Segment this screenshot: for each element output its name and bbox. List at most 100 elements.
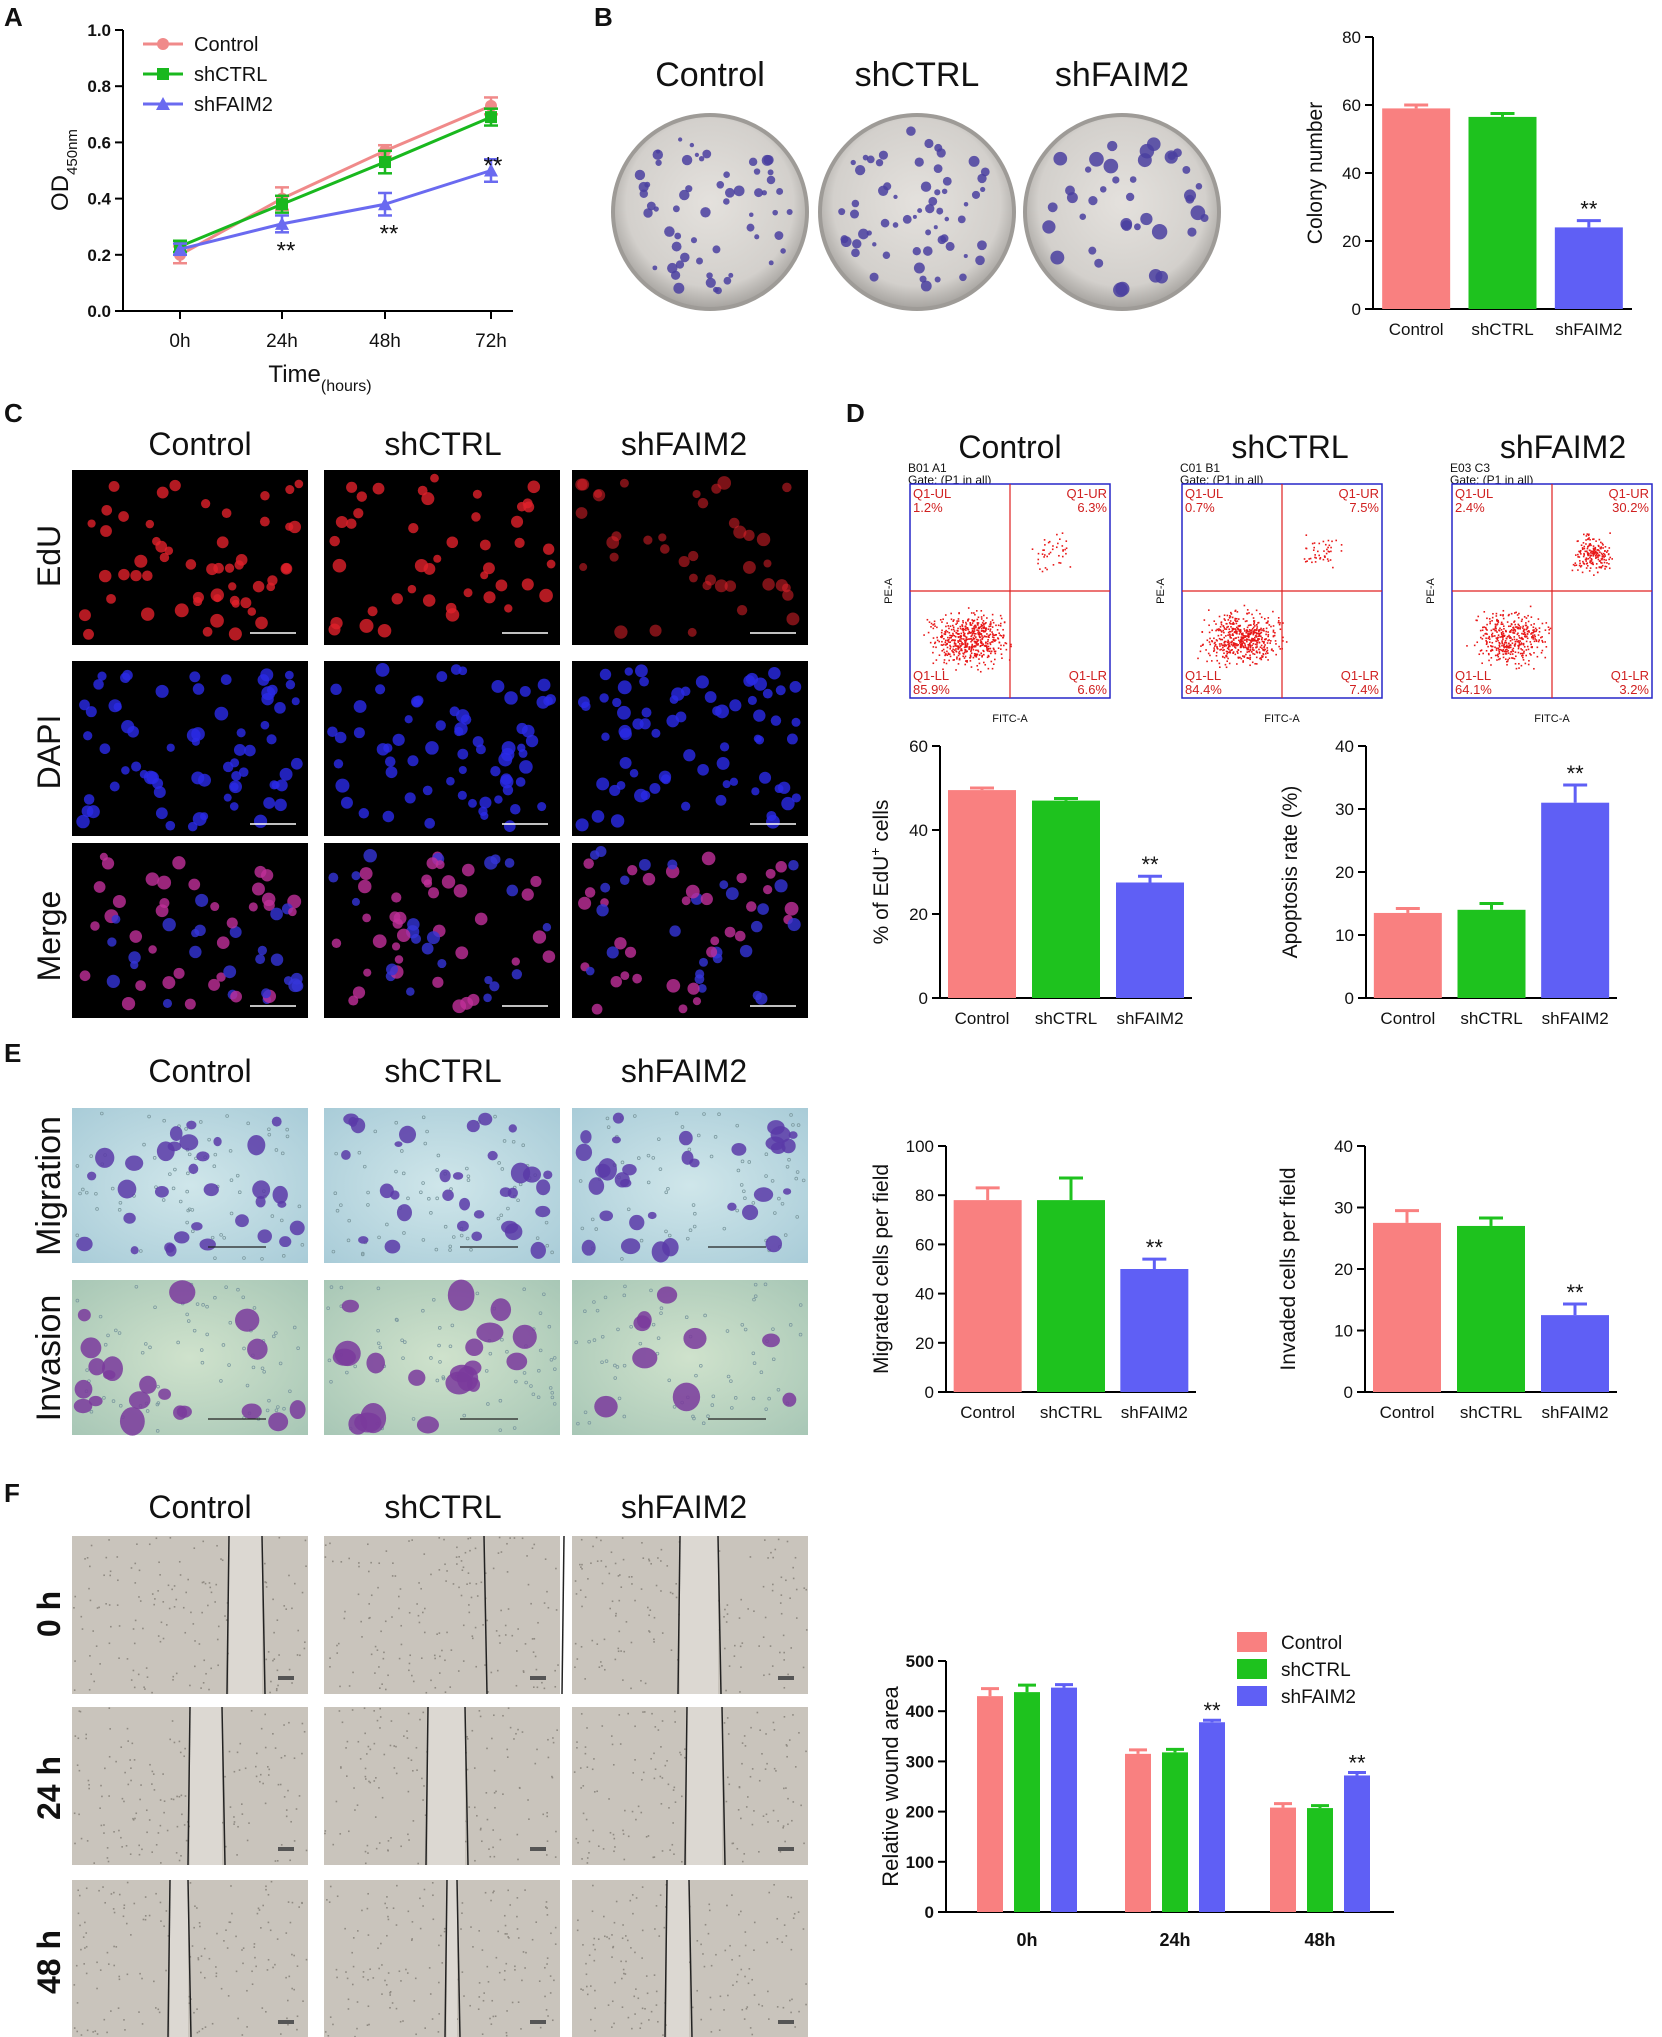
colony: [849, 209, 860, 219]
pore: [394, 1120, 399, 1125]
cell-speck: [609, 1607, 611, 1610]
cell: [271, 1116, 282, 1127]
cell: [697, 983, 707, 993]
event: [1239, 642, 1241, 644]
event: [1327, 546, 1329, 549]
event: [1223, 626, 1226, 629]
cell-speck: [514, 1969, 516, 1971]
cell: [627, 865, 638, 876]
cell-speck: [410, 1759, 413, 1762]
colony: [963, 253, 968, 259]
cell-speck: [455, 1556, 458, 1558]
cell-speck: [184, 1747, 186, 1750]
cell: [599, 1210, 614, 1222]
cell-speck: [272, 1966, 274, 1969]
event: [957, 636, 960, 638]
event: [1215, 623, 1217, 625]
event: [1236, 620, 1239, 622]
cell-speck: [462, 1566, 465, 1569]
cell-speck: [737, 1809, 740, 1811]
cell-speck: [395, 2007, 398, 2010]
event: [1234, 609, 1237, 612]
cell: [210, 902, 220, 912]
event: [1065, 547, 1068, 550]
event: [957, 627, 959, 630]
cell-speck: [504, 1970, 506, 1972]
cell: [620, 971, 630, 981]
event: [1281, 647, 1283, 650]
cell: [666, 714, 680, 728]
cell-speck: [584, 1596, 587, 1598]
event: [935, 659, 938, 661]
cell: [247, 607, 257, 616]
cell: [197, 773, 211, 787]
event: [1306, 560, 1308, 562]
cell-speck: [360, 1620, 362, 1623]
cell: [238, 767, 249, 777]
event: [974, 645, 977, 648]
cell: [585, 966, 595, 976]
cell-speck: [257, 1907, 260, 1910]
dish: [822, 117, 1012, 307]
event: [962, 655, 965, 658]
event: [1047, 541, 1050, 544]
pore: [544, 1220, 549, 1225]
cell: [259, 516, 270, 527]
cell-speck: [573, 1771, 576, 1773]
event: [980, 640, 982, 643]
cell: [539, 588, 553, 603]
cell-speck: [84, 1947, 86, 1949]
cell-speck: [753, 1949, 755, 1952]
cell: [442, 1189, 454, 1201]
cell-speck: [484, 1572, 487, 1574]
cell-speck: [587, 1578, 589, 1580]
event: [1608, 558, 1610, 561]
cell-speck: [326, 1899, 328, 1901]
colony: [975, 255, 985, 266]
event: [1504, 658, 1507, 660]
event: [976, 622, 979, 624]
event: [1488, 638, 1491, 640]
cell-speck: [732, 1842, 735, 1845]
event: [970, 638, 972, 640]
event: [962, 621, 964, 624]
cell-speck: [113, 1911, 116, 1914]
y-axis-label-main: % of EdU: [870, 856, 893, 945]
cell-speck: [803, 1587, 806, 1589]
cell-speck: [399, 2020, 402, 2023]
event: [1245, 639, 1248, 641]
event: [1503, 643, 1506, 646]
event: [1272, 635, 1275, 638]
event: [1571, 569, 1574, 572]
cell: [335, 778, 350, 793]
cell-speck: [354, 1809, 356, 1811]
event: [1544, 656, 1547, 659]
cell-speck: [142, 1918, 145, 1921]
cell-speck: [196, 2008, 198, 2010]
pore: [730, 1406, 734, 1410]
cell: [229, 926, 242, 939]
event: [1303, 558, 1306, 560]
cell-speck: [481, 1840, 483, 1843]
pore: [580, 1226, 585, 1231]
event: [941, 649, 943, 652]
cell: [111, 914, 121, 924]
cell-speck: [458, 1555, 460, 1558]
cell-speck: [710, 2031, 713, 2033]
event: [1478, 653, 1481, 656]
event: [1261, 655, 1263, 657]
pore: [144, 1342, 148, 1346]
colony: [912, 214, 917, 219]
cell-speck: [185, 1839, 188, 1842]
cell-speck: [543, 1687, 546, 1690]
cell: [143, 770, 158, 785]
quadrant-value-ul: 2.4%: [1455, 500, 1485, 515]
cell-speck: [655, 1990, 658, 1993]
cell-speck: [81, 1628, 84, 1630]
cell-speck: [384, 1620, 387, 1623]
event: [1521, 655, 1523, 657]
event: [1600, 552, 1603, 555]
pore: [425, 1129, 429, 1134]
event: [1227, 651, 1230, 654]
